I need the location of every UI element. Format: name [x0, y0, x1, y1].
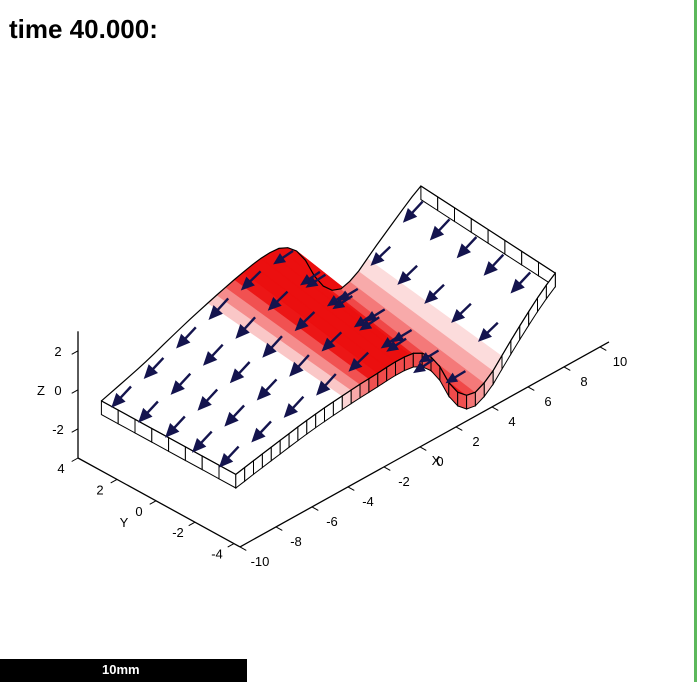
svg-text:-4: -4: [362, 494, 374, 509]
svg-text:4: 4: [508, 414, 515, 429]
svg-text:-8: -8: [290, 534, 302, 549]
svg-text:6: 6: [544, 394, 551, 409]
svg-text:4: 4: [57, 461, 64, 476]
svg-text:Y: Y: [120, 515, 129, 530]
svg-text:-6: -6: [326, 514, 338, 529]
svg-text:-10: -10: [251, 554, 270, 569]
svg-text:-4: -4: [211, 547, 223, 562]
time-label: time 40.000:: [9, 14, 158, 44]
scale-bar: 10mm: [0, 659, 247, 682]
svg-text:0: 0: [436, 454, 443, 469]
svg-text:Z: Z: [37, 383, 45, 398]
svg-text:-2: -2: [172, 525, 184, 540]
svg-text:-2: -2: [52, 422, 64, 437]
svg-text:-2: -2: [398, 474, 410, 489]
svg-text:10: 10: [613, 354, 627, 369]
svg-text:0: 0: [135, 504, 142, 519]
svg-text:X: X: [432, 453, 441, 468]
svg-text:2: 2: [54, 344, 61, 359]
svg-text:8: 8: [580, 374, 587, 389]
right-border-line: [694, 0, 697, 682]
svg-text:0: 0: [54, 383, 61, 398]
scale-bar-label: 10mm: [102, 662, 140, 677]
svg-text:2: 2: [472, 434, 479, 449]
svg-text:2: 2: [96, 482, 103, 497]
